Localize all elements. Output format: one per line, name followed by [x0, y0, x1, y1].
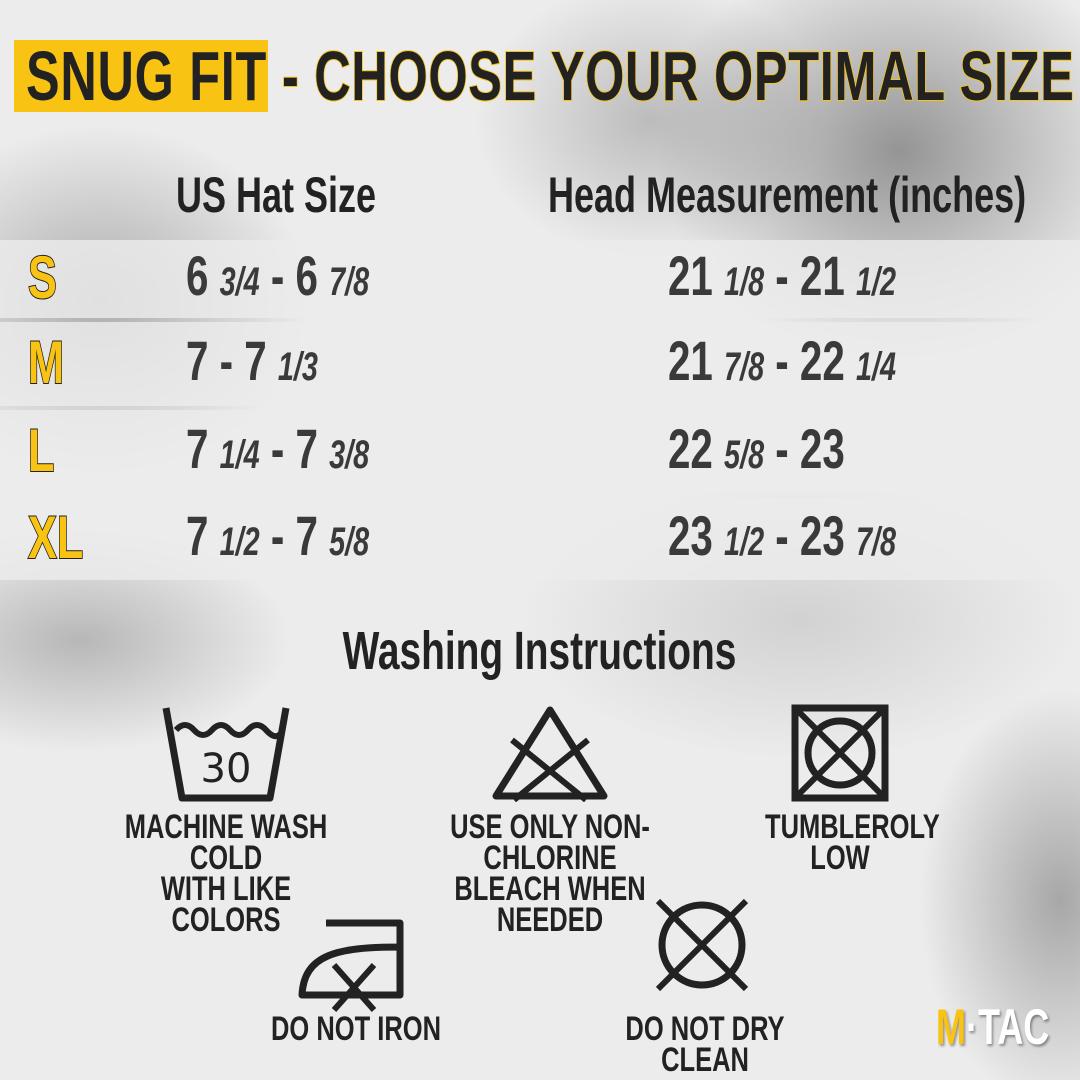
fraction: 7/8: [329, 260, 370, 304]
size-label: XL: [27, 503, 84, 572]
whole: 22: [668, 417, 713, 480]
label-line: TUMBLEROLY: [765, 808, 940, 846]
fraction: 5/8: [329, 520, 370, 564]
label-tumble: TUMBLEROLY LOW: [765, 808, 940, 877]
label-line: USE ONLY NON-CHLORINE: [450, 808, 650, 877]
whole: 21: [799, 244, 845, 307]
fraction: 1/8: [724, 260, 765, 304]
label-line: WITH LIKE COLORS: [160, 870, 292, 939]
whole: 7: [244, 329, 267, 392]
range-text: 21 7/8 - 22 1/4: [668, 329, 897, 392]
fraction: 1/2: [855, 260, 897, 304]
whole: 6: [295, 244, 318, 307]
size-label: L: [27, 416, 55, 485]
brand-logo: M·TAC: [936, 999, 1050, 1055]
do-not-dry-clean-icon: [655, 898, 749, 992]
whole: 7: [186, 329, 209, 392]
hat-size-value: 7 1/4 - 7 3/8: [186, 416, 440, 481]
header-head-text: Head Measurement (inches): [548, 167, 1027, 223]
wash-temp: 30: [201, 746, 252, 792]
fraction: 1/3: [277, 345, 318, 389]
size-label: M: [27, 328, 64, 397]
head-measurement-value: 21 1/8 - 21 1/2: [668, 243, 985, 308]
whole: 21: [668, 329, 713, 392]
range-text: 7 1/2 - 7 5/8: [186, 504, 370, 567]
label-line: MACHINE WASH COLD: [124, 808, 328, 877]
fraction: 3/8: [329, 433, 370, 477]
whole: 7: [186, 504, 209, 567]
whole: 7: [186, 417, 209, 480]
header-hat-size: US Hat Size: [176, 166, 454, 224]
fraction: 1/2: [724, 520, 765, 564]
no-chlorine-bleach-icon: [492, 706, 608, 802]
head-measurement-value: 22 5/8 - 23: [668, 416, 914, 481]
range-text: 6 3/4 - 6 7/8: [186, 244, 370, 307]
logo-m: M: [936, 999, 966, 1055]
wash-30-icon: 30: [162, 707, 290, 802]
size-row-xl: XL 7 1/2 - 7 5/8 23 1/2 - 23 7/8: [0, 498, 1080, 580]
head-measurement-value: 23 1/2 - 23 7/8: [668, 503, 985, 568]
title-highlight: SNUG FIT: [26, 37, 267, 115]
whole: 23: [799, 504, 845, 567]
range-text: 7 1/4 - 7 3/8: [186, 417, 370, 480]
washing-title: Washing Instructions: [0, 620, 1080, 682]
size-row-m: M 7 - 7 1/3 21 7/8 - 22 1/4: [0, 322, 1080, 406]
title-rest: - CHOOSE YOUR OPTIMAL SIZE: [281, 36, 1075, 116]
do-not-iron-icon: [298, 919, 404, 1012]
whole: 23: [668, 504, 713, 567]
label-machine-wash: MACHINE WASH COLD WITH LIKE COLORS: [114, 808, 339, 939]
logo-tac: TAC: [977, 999, 1050, 1055]
fraction: 1/4: [219, 433, 260, 477]
whole: 23: [799, 417, 845, 480]
fraction: 5/8: [724, 433, 765, 477]
hat-size-value: 7 1/2 - 7 5/8: [186, 503, 440, 568]
range-text: 23 1/2 - 23 7/8: [668, 504, 897, 567]
label-do-not-iron: DO NOT IRON: [270, 1010, 441, 1048]
head-measurement-value: 21 7/8 - 22 1/4: [668, 328, 985, 393]
fraction: 1/2: [219, 520, 260, 564]
range-text: 22 5/8 - 23: [668, 417, 845, 480]
whole: 7: [295, 504, 318, 567]
label-line: LOW: [810, 839, 870, 877]
fraction: 1/4: [855, 345, 897, 389]
fraction: 3/4: [219, 260, 260, 304]
label-line: BLEACH WHEN NEEDED: [454, 870, 646, 939]
hat-size-value: 7 - 7 1/3: [186, 328, 369, 393]
whole: 7: [295, 417, 318, 480]
range-text: 7 - 7 1/3: [186, 329, 318, 392]
label-bleach: USE ONLY NON-CHLORINE BLEACH WHEN NEEDED: [415, 808, 685, 939]
header-head-measurement: Head Measurement (inches): [548, 166, 1080, 224]
fraction: 7/8: [855, 520, 897, 564]
whole: 21: [668, 244, 713, 307]
fraction: 7/8: [724, 345, 765, 389]
no-tumble-dry-icon: [791, 704, 889, 802]
hat-size-value: 6 3/4 - 6 7/8: [186, 243, 440, 308]
whole: 22: [799, 329, 845, 392]
size-row-l: L 7 1/4 - 7 3/8 22 5/8 - 23: [0, 410, 1080, 494]
label-do-not-dry-clean: DO NOT DRY CLEAN: [625, 1010, 785, 1079]
header-hat-size-text: US Hat Size: [176, 167, 377, 223]
size-label: S: [27, 243, 57, 312]
whole: 6: [186, 244, 209, 307]
washing-title-text: Washing Instructions: [343, 621, 737, 681]
size-row-s: S 6 3/4 - 6 7/8 21 1/8 - 21 1/2: [0, 240, 1080, 318]
title-highlight-box: [14, 40, 268, 112]
range-text: 21 1/8 - 21 1/2: [668, 244, 897, 307]
